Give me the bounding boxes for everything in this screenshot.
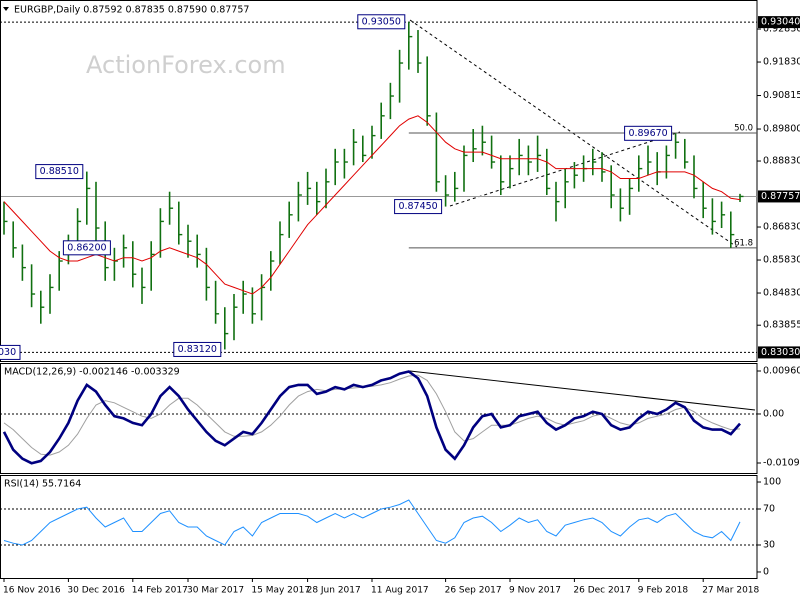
moving-average bbox=[3, 115, 741, 295]
x-tick-label: 30 Mar 2017 bbox=[187, 586, 244, 596]
y-tick-label: 0.90815 bbox=[763, 90, 800, 101]
annotation-label: 0.87450 bbox=[398, 201, 437, 212]
x-tick-label: 14 Feb 2017 bbox=[132, 586, 188, 596]
watermark: ActionForex.com bbox=[86, 51, 286, 79]
rsi-title: RSI(14) 55.7164 bbox=[4, 479, 81, 490]
annotation-label: 0.89670 bbox=[628, 128, 667, 139]
chart-title: EURGBP,Daily 0.87592 0.87835 0.87590 0.8… bbox=[14, 5, 249, 16]
menu-arrow bbox=[3, 7, 9, 11]
x-tick-label: 30 Dec 2016 bbox=[67, 586, 125, 596]
annotation-label: 0.88510 bbox=[40, 166, 79, 177]
fib-level-label: 50.0 bbox=[734, 123, 753, 133]
panel-frame bbox=[0, 475, 758, 579]
annotation-box bbox=[62, 240, 111, 256]
y-tick-label: 0.00 bbox=[763, 408, 784, 419]
y-tick-label: 0.83855 bbox=[763, 320, 800, 331]
panel bbox=[1, 370, 757, 465]
panel-frame bbox=[0, 363, 758, 474]
panel bbox=[1, 499, 757, 546]
y-tick-label: 0 bbox=[763, 566, 769, 577]
annotation-label: 0.86200 bbox=[67, 242, 106, 253]
x-tick-label: 11 Aug 2017 bbox=[371, 586, 429, 596]
y-tick-label: 0.91830 bbox=[763, 57, 800, 68]
y-tick-label: -0.010961 bbox=[763, 457, 800, 468]
price-label-box bbox=[758, 16, 800, 29]
macd-signal bbox=[3, 374, 741, 456]
y-tick-label: 0.84830 bbox=[763, 288, 800, 299]
y-tick-label: 0.86830 bbox=[763, 222, 800, 233]
y-tick-label: 0.92830 bbox=[763, 24, 800, 35]
annotation-label: 0.93050 bbox=[362, 16, 401, 27]
x-tick-label: 27 Mar 2018 bbox=[702, 586, 759, 596]
price-label-box bbox=[758, 190, 800, 203]
x-tick-label: 26 Dec 2017 bbox=[573, 586, 631, 596]
trend-line bbox=[409, 370, 756, 411]
macd-title: MACD(12,26,9) -0.002146 -0.003329 bbox=[4, 367, 180, 378]
panel-frame bbox=[0, 0, 758, 362]
trend-line bbox=[409, 19, 738, 248]
x-tick-label: 9 Feb 2018 bbox=[638, 586, 689, 596]
annotation-box bbox=[173, 341, 222, 357]
macd-line bbox=[2, 370, 741, 465]
price-label: 0.93040 bbox=[761, 17, 800, 28]
annotation-box bbox=[357, 14, 406, 30]
x-tick-label: 28 Jun 2017 bbox=[307, 586, 361, 596]
annotation-box bbox=[35, 164, 84, 180]
x-tick-label: 9 Nov 2017 bbox=[509, 586, 561, 596]
y-tick-label: 30 bbox=[763, 539, 775, 550]
y-tick-label: 100 bbox=[763, 477, 781, 488]
x-tick-label: 16 Nov 2016 bbox=[3, 586, 61, 596]
price-label-box bbox=[758, 346, 800, 359]
y-tick-label: 0.89800 bbox=[763, 124, 800, 135]
annotation-label: 0.83030 bbox=[0, 347, 16, 358]
rsi-line bbox=[3, 499, 741, 546]
price-label: 0.83030 bbox=[761, 347, 800, 358]
annotation-box bbox=[0, 344, 21, 360]
x-tick-label: 15 May 2017 bbox=[251, 586, 310, 596]
fib-level-label: 61.8 bbox=[734, 238, 753, 248]
annotation-label: 0.83120 bbox=[178, 344, 217, 355]
y-tick-label: 0.85830 bbox=[763, 255, 800, 266]
y-tick-label: 70 bbox=[763, 504, 775, 515]
annotation-box bbox=[394, 199, 443, 215]
price-label: 0.87757 bbox=[761, 191, 800, 202]
x-tick-label: 26 Sep 2017 bbox=[445, 586, 502, 596]
panel bbox=[1, 21, 757, 353]
y-tick-label: 0.88830 bbox=[763, 156, 800, 167]
y-tick-label: 0.009608 bbox=[763, 366, 800, 377]
annotation-box bbox=[624, 125, 673, 141]
